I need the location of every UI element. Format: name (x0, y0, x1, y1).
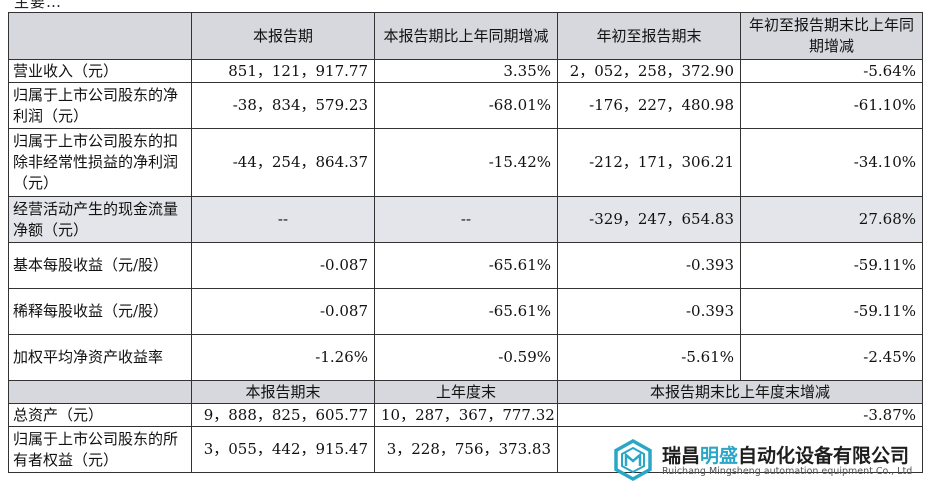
cell-value: -44，254，864.37 (191, 128, 375, 197)
row-label: 归属于上市公司股东的扣除非经常性损益的净利润（元） (8, 128, 192, 197)
cell-value: 3，228，756，373.83 (374, 426, 558, 473)
table-row: 营业收入（元） 851，121，917.77 3.35% 2，052，258，3… (8, 59, 923, 83)
header-cell-blank (8, 12, 192, 60)
cell-value: -3.87% (557, 403, 923, 427)
cell-value: 851，121，917.77 (191, 59, 375, 83)
cell-value: 3.35% (374, 59, 558, 83)
row-label: 加权平均净资产收益率 (8, 334, 192, 381)
watermark-english-name: Ruichang Mingsheng automation equipment … (662, 466, 913, 477)
table-row: 加权平均净资产收益率 -1.26% -0.59% -5.61% -2.45% (8, 334, 923, 381)
subheader-change: 本报告期末比上年度末增减 (557, 380, 923, 404)
cell-value: -38，834，579.23 (191, 82, 375, 129)
row-label: 归属于上市公司股东的净利润（元） (8, 82, 192, 129)
cell-value: 9，888，825，605.77 (191, 403, 375, 427)
row-label: 基本每股收益（元/股） (8, 242, 192, 289)
row-label: 营业收入（元） (8, 59, 192, 83)
cell-value: 27.68% (740, 196, 923, 243)
header-ytd: 年初至报告期末 (557, 12, 741, 60)
cell-value: -0.087 (191, 288, 375, 335)
table-row: 归属于上市公司股东的净利润（元） -38，834，579.23 -68.01% … (8, 82, 923, 129)
table-row: 归属于上市公司股东的扣除非经常性损益的净利润（元） -44，254，864.37… (8, 128, 923, 197)
row-label: 经营活动产生的现金流量净额（元） (8, 196, 192, 243)
cell-value: -0.087 (191, 242, 375, 289)
row-label: 归属于上市公司股东的所有者权益（元） (8, 426, 192, 473)
company-watermark: 瑞昌明盛自动化设备有限公司 Ruichang Mingsheng automat… (612, 437, 937, 481)
cell-value: -2.45% (740, 334, 923, 381)
cell-value: 10，287，367，777.32 (374, 403, 558, 427)
row-label: 稀释每股收益（元/股） (8, 288, 192, 335)
table-row: 基本每股收益（元/股） -0.087 -65.61% -0.393 -59.11… (8, 242, 923, 289)
header-current-period: 本报告期 (191, 12, 375, 60)
cell-value: -59.11% (740, 288, 923, 335)
cell-value: -61.10% (740, 82, 923, 129)
table-row: 归属于上市公司股东的所有者权益（元） 3，055，442，915.47 3，22… (8, 426, 923, 473)
section-heading: 主要… (14, 0, 63, 11)
cell-value: -0.393 (557, 288, 741, 335)
cell-value: -1.26% (191, 334, 375, 381)
cell-value: -65.61% (374, 288, 558, 335)
cell-value: -5.64% (740, 59, 923, 83)
watermark-company-name: 瑞昌明盛自动化设备有限公司 (662, 445, 910, 467)
subheader-period-end: 本报告期末 (191, 380, 375, 404)
cell-value: -329，247，654.83 (557, 196, 741, 243)
hexagon-logo-icon (614, 439, 652, 481)
cell-value: -176，227，480.98 (557, 82, 741, 129)
table-row: 稀释每股收益（元/股） -0.087 -65.61% -0.393 -59.11… (8, 288, 923, 335)
cell-value: 2，052，258，372.90 (557, 59, 741, 83)
table-row: 总资产（元） 9，888，825，605.77 10，287，367，777.3… (8, 403, 923, 427)
cell-value: -15.42% (374, 128, 558, 197)
cell-value: -34.10% (740, 128, 923, 197)
header-current-period-yoy: 本报告期比上年同期增减 (374, 12, 558, 60)
cell-value: -0.59% (374, 334, 558, 381)
table-header-row: 本报告期 本报告期比上年同期增减 年初至报告期末 年初至报告期末比上年同期增减 (8, 12, 923, 60)
cell-value: -65.61% (374, 242, 558, 289)
cell-value: -- (191, 196, 375, 243)
table-row: 经营活动产生的现金流量净额（元） -- -- -329，247，654.83 2… (8, 196, 923, 243)
row-label: 总资产（元） (8, 403, 192, 427)
cell-value: -- (374, 196, 558, 243)
financial-data-table: 本报告期 本报告期比上年同期增减 年初至报告期末 年初至报告期末比上年同期增减 … (8, 12, 923, 473)
table-subheader-row: 本报告期末 上年度末 本报告期末比上年度末增减 (8, 380, 923, 404)
subheader-prior-year-end: 上年度末 (374, 380, 558, 404)
cell-value: -212，171，306.21 (557, 128, 741, 197)
header-ytd-yoy: 年初至报告期末比上年同期增减 (740, 12, 923, 60)
subheader-cell-blank (8, 380, 192, 404)
cell-value: 3，055，442，915.47 (191, 426, 375, 473)
cell-value: -0.393 (557, 242, 741, 289)
cell-value: -5.61% (557, 334, 741, 381)
cell-value: -68.01% (374, 82, 558, 129)
cell-value: -59.11% (740, 242, 923, 289)
